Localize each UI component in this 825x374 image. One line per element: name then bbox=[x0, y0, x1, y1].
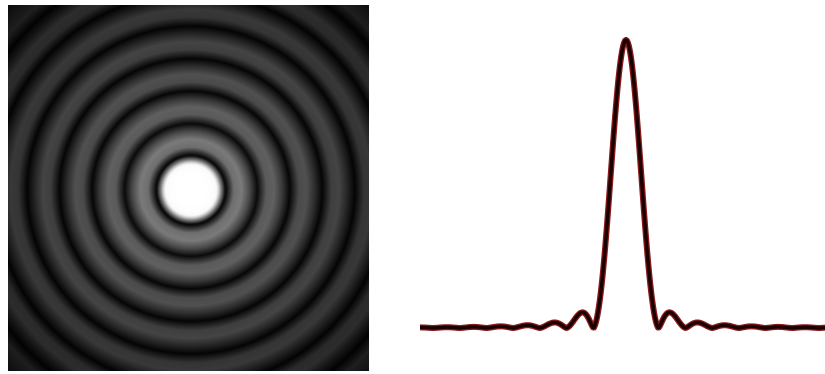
airy-pattern-image bbox=[8, 5, 369, 371]
intensity-curve-edge bbox=[420, 37, 825, 331]
intensity-profile-svg bbox=[420, 37, 825, 331]
central-bright-spot bbox=[157, 156, 225, 224]
intensity-profile-plot bbox=[420, 20, 825, 350]
intensity-curve bbox=[420, 38, 825, 330]
airy-pattern-svg bbox=[8, 5, 369, 371]
